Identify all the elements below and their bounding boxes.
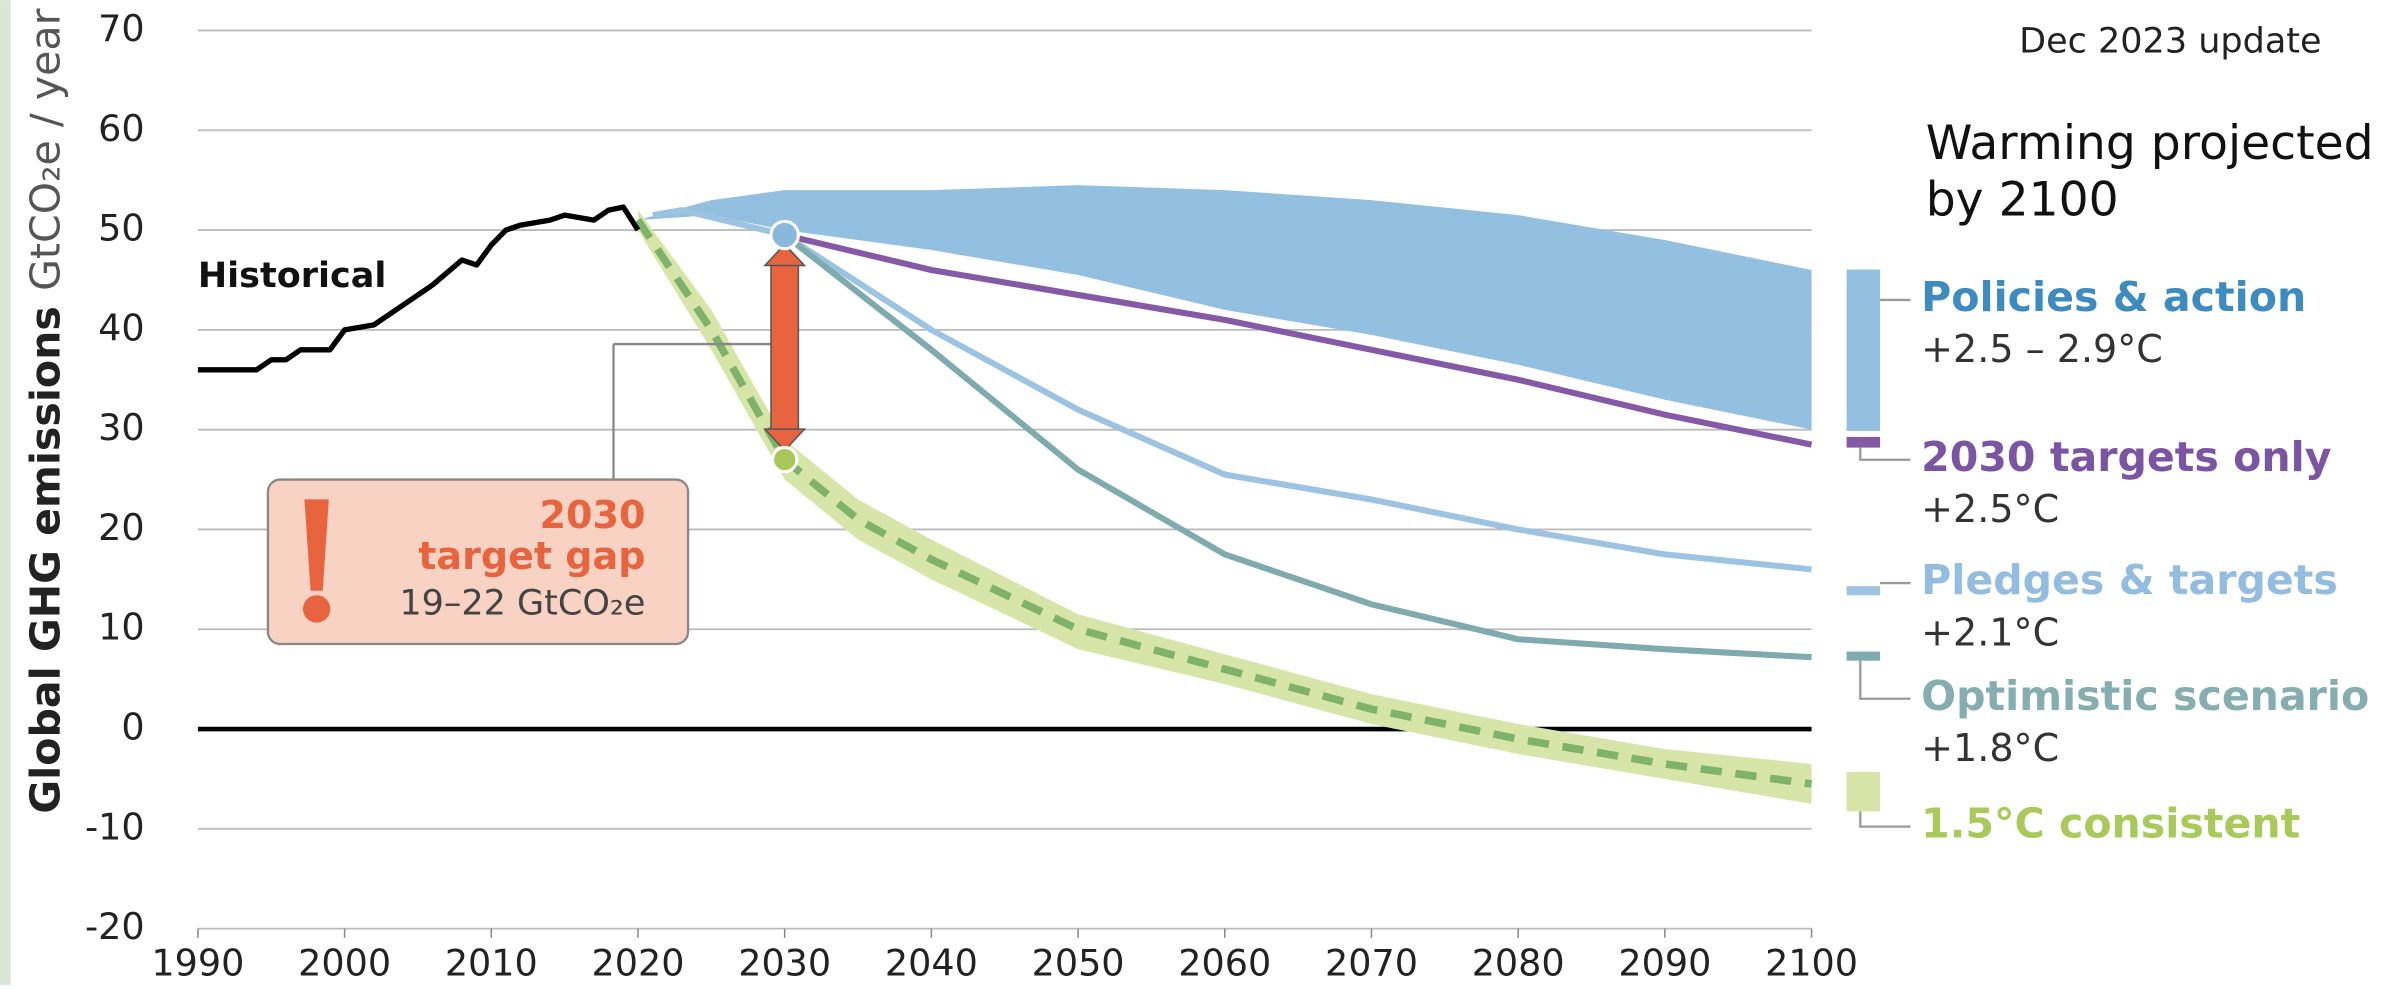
- x-tick-label: 2100: [1765, 942, 1858, 985]
- point: [769, 219, 800, 251]
- legend-swatch: [1846, 586, 1881, 596]
- gap-label: target gap: [418, 534, 645, 578]
- x-tick-label: 2000: [298, 942, 391, 985]
- legend-connector: [1859, 811, 1911, 828]
- y-label: Global GHG emissions: [22, 306, 70, 813]
- legend-label: 1.5°C consistent: [1921, 800, 2300, 848]
- legend-label: Pledges & targets: [1921, 556, 2338, 604]
- legend-connector: [1859, 660, 1911, 700]
- series-line: [197, 204, 641, 373]
- legend-warming: +1.8°C: [1921, 726, 2059, 770]
- y-unit: GtCO₂e / year: [22, 8, 70, 291]
- gap-box: [266, 478, 690, 646]
- legend-connector: [1859, 447, 1911, 461]
- y-tick-label: -10: [85, 805, 145, 848]
- y-tick-label: 20: [98, 506, 144, 549]
- exclamation-dot: [302, 595, 331, 623]
- y-tick-label: 40: [98, 306, 144, 349]
- x-tick-label: 2040: [885, 942, 978, 985]
- legend-title: Warming projected by 2100: [1926, 116, 2374, 227]
- y-tick-label: 0: [121, 706, 144, 749]
- x-tick-label: 2070: [1325, 942, 1418, 985]
- legend-warming: +2.5°C: [1921, 487, 2059, 531]
- gap-label: 2030: [540, 493, 646, 537]
- x-tick-label: 2050: [1032, 942, 1125, 985]
- update-note: Dec 2023 update: [2019, 22, 2321, 62]
- legend-title-line: by 2100: [1926, 172, 2119, 227]
- series-line: [634, 217, 1813, 788]
- exclamation: [304, 499, 329, 591]
- legend-title-line: Warming projected: [1926, 116, 2374, 171]
- series-line: [652, 207, 1812, 573]
- y-tick-label: 70: [98, 7, 144, 50]
- legend-label: Policies & action: [1921, 273, 2306, 321]
- legend-swatch: [1846, 436, 1881, 448]
- x-tick-label: 2090: [1618, 942, 1711, 985]
- y-tick-label: 50: [98, 207, 144, 250]
- x-tick-label: 2010: [445, 942, 538, 985]
- point: [770, 445, 799, 474]
- x-tick-label: 2080: [1472, 942, 1565, 985]
- x-tick-label: 2030: [738, 942, 831, 985]
- y-tick-label: 30: [98, 406, 144, 449]
- y-axis-label: Global GHG emissions GtCO₂e / year: [22, 8, 70, 813]
- legend-warming: +2.1°C: [1921, 610, 2059, 654]
- x-tick-label: 1990: [151, 942, 244, 985]
- legend-label: Optimistic scenario: [1921, 672, 2369, 720]
- x-tick-label: 2020: [592, 942, 685, 985]
- legend-swatch: [1846, 269, 1881, 431]
- series-band: [637, 185, 1812, 430]
- y-tick-label: 10: [98, 606, 144, 649]
- legend-swatch: [1846, 651, 1881, 661]
- side-strip: [0, 0, 11, 985]
- gap-arrow: [770, 261, 800, 433]
- series-line: [783, 232, 1813, 448]
- legend-swatch: [1846, 771, 1881, 812]
- gap-arrow-head: [763, 428, 807, 452]
- y-tick-label: 60: [98, 107, 144, 150]
- gap-range: 19–22 GtCO₂e: [399, 583, 645, 623]
- series-line: [782, 232, 1812, 661]
- series-label: Historical: [198, 256, 387, 296]
- legend-warming: +2.5 – 2.9°C: [1921, 327, 2163, 371]
- legend-label: 2030 targets only: [1921, 433, 2332, 481]
- y-tick-label: -20: [85, 905, 145, 948]
- gap-arrow-head: [763, 243, 807, 267]
- x-tick-label: 2060: [1178, 942, 1271, 985]
